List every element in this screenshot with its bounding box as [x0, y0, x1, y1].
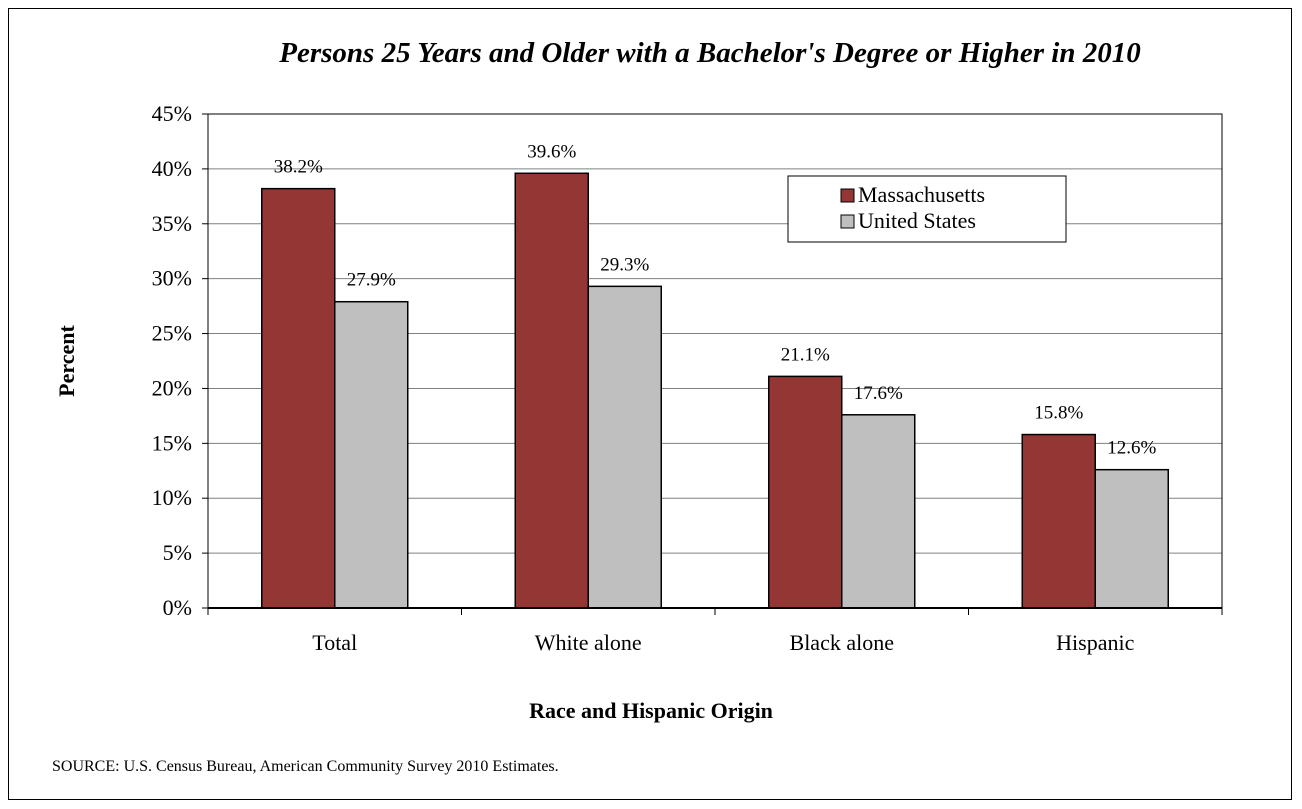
y-tick-label: 20%: [152, 375, 192, 400]
y-axis-title: Percent: [54, 325, 79, 397]
bar-massachusetts: [514, 172, 589, 609]
data-label: 17.6%: [854, 383, 903, 404]
data-label: 29.3%: [600, 254, 649, 275]
bar-united-states: [334, 300, 409, 609]
bars: [261, 172, 1169, 609]
data-label: 15.8%: [1034, 403, 1083, 424]
y-tick-label: 35%: [152, 211, 192, 236]
x-tick-label: Total: [312, 630, 357, 655]
y-tick-label: 15%: [152, 430, 192, 455]
y-tick-label: 5%: [163, 540, 192, 565]
chart-title: Persons 25 Years and Older with a Bachel…: [278, 37, 1140, 69]
x-tick-label: Hispanic: [1056, 630, 1134, 655]
bar-united-states: [841, 414, 916, 609]
bar-massachusetts: [1021, 433, 1096, 609]
bar-united-states: [1094, 468, 1169, 609]
y-tick-label: 25%: [152, 321, 192, 346]
data-label: 38.2%: [274, 157, 323, 178]
y-tick-label: 30%: [152, 266, 192, 291]
x-tick-label: White alone: [535, 630, 642, 655]
y-tick-label: 40%: [152, 156, 192, 181]
legend-box: [787, 175, 1067, 243]
y-axis-ticks: 0% 5% 10% 15% 20% 25% 30% 35% 40% 45%: [152, 101, 208, 620]
y-tick-label: 45%: [152, 101, 192, 126]
legend-swatch: [840, 188, 855, 203]
legend-label: United States: [858, 208, 976, 233]
x-axis-ticks: Total White alone Black alone Hispanic: [207, 607, 1223, 655]
y-tick-label: 10%: [152, 485, 192, 510]
legend-label: Massachusetts: [858, 182, 985, 207]
source-note: SOURCE: U.S. Census Bureau, American Com…: [52, 758, 559, 775]
x-axis-title: Race and Hispanic Origin: [529, 698, 773, 723]
data-label: 27.9%: [347, 270, 396, 291]
legend-swatch: [840, 214, 855, 229]
bar-massachusetts: [768, 375, 843, 609]
data-labels: 38.2% 27.9% 39.6% 29.3% 21.1% 17.6% 15.8% 12.6%: [274, 141, 1157, 458]
plot-area-border: [207, 113, 1223, 609]
data-label: 12.6%: [1107, 438, 1156, 459]
bar-massachusetts: [261, 187, 336, 609]
y-tick-label: 0%: [163, 595, 192, 620]
x-tick-label: Black alone: [790, 630, 894, 655]
bar-united-states: [587, 285, 662, 609]
data-label: 21.1%: [781, 344, 830, 365]
data-label: 39.6%: [527, 141, 576, 162]
